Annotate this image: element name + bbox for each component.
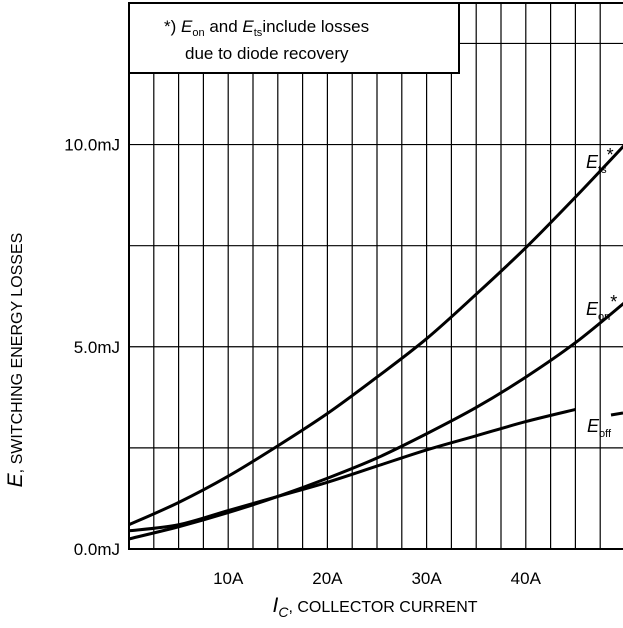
series-line-2 bbox=[128, 301, 623, 541]
y-tick-label: 5.0mJ bbox=[74, 338, 120, 357]
x-tick-label: 40A bbox=[511, 569, 542, 588]
x-tick-label: 10A bbox=[213, 569, 244, 588]
series-labels: Ets* Eon* Eoff bbox=[586, 145, 623, 440]
series-label-1: Ets* bbox=[586, 145, 614, 176]
y-tick-label: 0.0mJ bbox=[74, 540, 120, 559]
x-tick-labels: 10A 20A 30A 40A bbox=[213, 569, 542, 588]
series-label-2: Eon* bbox=[586, 292, 617, 323]
series-label-3-tick bbox=[610, 411, 623, 417]
annotation-line1: *) Eon and Etsinclude losses bbox=[164, 17, 369, 39]
x-tick-label: 30A bbox=[411, 569, 442, 588]
x-axis-label: IC, COLLECTOR CURRENT bbox=[272, 594, 477, 620]
series-curves bbox=[128, 144, 623, 541]
y-tick-label: 10.0mJ bbox=[64, 136, 120, 155]
series-line-3 bbox=[128, 408, 576, 533]
x-tick-label: 20A bbox=[312, 569, 343, 588]
annotation-box: *) Eon and Etsinclude losses due to diod… bbox=[128, 2, 460, 74]
annotation-line2: due to diode recovery bbox=[185, 44, 349, 63]
y-axis-label: E, SWITCHING ENERGY LOSSES bbox=[4, 233, 27, 488]
series-line-1 bbox=[128, 144, 623, 527]
y-tick-labels: 0.0mJ 5.0mJ 10.0mJ bbox=[64, 136, 120, 559]
series-label-3: Eoff bbox=[587, 416, 612, 440]
